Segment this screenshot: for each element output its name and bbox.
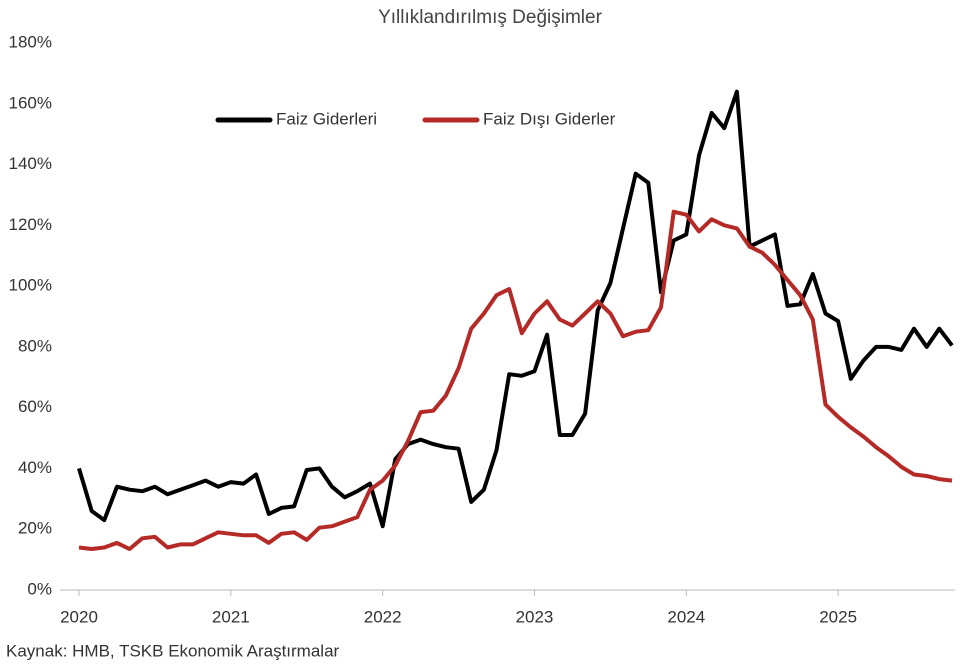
y-tick-label: 80% xyxy=(18,336,52,355)
y-tick-label: 100% xyxy=(9,276,52,295)
x-tick-label: 2022 xyxy=(364,607,402,626)
x-tick-label: 2021 xyxy=(212,607,250,626)
y-tick-label: 160% xyxy=(9,93,52,112)
source-note: Kaynak: HMB, TSKB Ekonomik Araştırmalar xyxy=(6,641,340,660)
x-tick-label: 2023 xyxy=(516,607,554,626)
x-tick-label: 2020 xyxy=(60,607,98,626)
series-line xyxy=(78,209,953,551)
y-tick-label: 180% xyxy=(9,32,52,51)
y-tick-label: 140% xyxy=(9,154,52,173)
chart-title: Yıllıklandırılmış Değişimler xyxy=(378,7,602,28)
y-tick-label: 0% xyxy=(27,579,52,598)
y-tick-label: 40% xyxy=(18,458,52,477)
y-tick-label: 60% xyxy=(18,397,52,416)
legend-label: Faiz Giderleri xyxy=(276,109,377,128)
x-tick-label: 2024 xyxy=(667,607,705,626)
y-tick-label: 20% xyxy=(18,519,52,538)
legend-label: Faiz Dışı Giderler xyxy=(483,109,616,128)
y-tick-label: 120% xyxy=(9,215,52,234)
x-tick-label: 2025 xyxy=(819,607,857,626)
series-line xyxy=(77,89,954,529)
